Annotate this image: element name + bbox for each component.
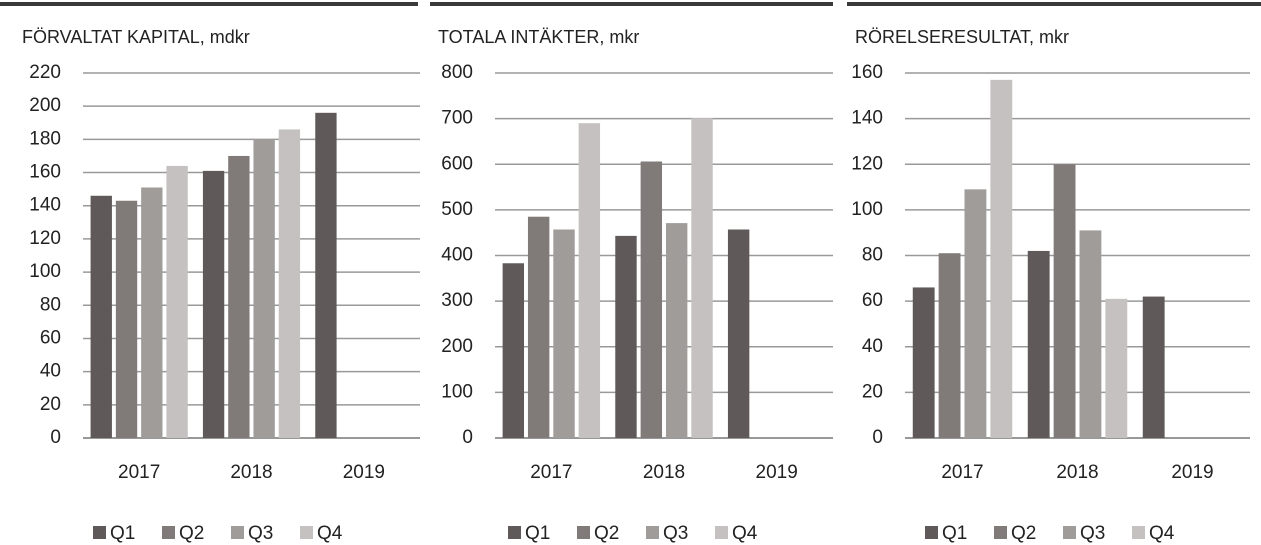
bar <box>665 223 688 438</box>
legend-swatch <box>1132 526 1145 539</box>
legend-label: Q2 <box>179 523 204 544</box>
legend-label: Q4 <box>317 523 343 544</box>
chart-title: TOTALA INTÄKTER, mkr <box>438 27 639 47</box>
bar <box>115 200 138 438</box>
y-tick-label: 40 <box>40 361 61 382</box>
legend-swatch <box>715 526 728 539</box>
legend-swatch <box>162 526 175 539</box>
y-tick-label: 60 <box>40 327 61 348</box>
chart-title: FÖRVALTAT KAPITAL, mdkr <box>22 27 250 47</box>
legend-label: Q1 <box>942 523 967 544</box>
x-tick-label: 2019 <box>343 462 385 483</box>
legend-label: Q2 <box>1011 523 1036 544</box>
bar <box>691 118 713 438</box>
bar <box>202 170 225 439</box>
legend-label: Q3 <box>248 523 273 544</box>
panel-rule <box>847 2 1261 6</box>
bar <box>166 165 188 438</box>
legend-swatch <box>231 526 244 539</box>
bar <box>278 129 301 438</box>
bar <box>90 195 112 438</box>
y-tick-label: 700 <box>441 108 473 129</box>
y-tick-label: 60 <box>862 290 883 311</box>
y-tick-label: 160 <box>29 162 61 183</box>
y-tick-label: 200 <box>29 95 61 116</box>
y-tick-label: 40 <box>862 336 883 357</box>
legend-label: Q3 <box>1080 523 1105 544</box>
legend-swatch <box>1063 526 1076 539</box>
legend-label: Q1 <box>525 523 550 544</box>
legend-swatch <box>577 526 590 539</box>
legend-swatch <box>646 526 659 539</box>
y-tick-label: 100 <box>851 199 883 220</box>
x-tick-label: 2017 <box>118 462 160 483</box>
bar <box>615 235 637 438</box>
bar <box>527 216 550 438</box>
legend-label: Q1 <box>110 523 135 544</box>
y-tick-label: 500 <box>441 199 473 220</box>
legend-label: Q3 <box>663 523 688 544</box>
legend-swatch <box>93 526 106 539</box>
y-tick-label: 20 <box>40 394 61 415</box>
bar <box>1027 250 1050 438</box>
bar <box>912 287 935 438</box>
x-tick-label: 2018 <box>230 462 272 483</box>
y-tick-label: 220 <box>29 62 61 83</box>
bar <box>1105 298 1128 438</box>
chart-title: RÖRELSERESULTAT, mkr <box>855 27 1069 47</box>
bar <box>553 229 575 438</box>
y-tick-label: 100 <box>29 261 61 282</box>
y-tick-label: 160 <box>851 62 883 83</box>
y-tick-label: 400 <box>441 245 473 266</box>
legend-swatch <box>300 526 313 539</box>
y-tick-label: 20 <box>862 381 883 402</box>
y-tick-label: 800 <box>441 62 473 83</box>
y-tick-label: 140 <box>29 195 61 216</box>
y-tick-label: 120 <box>29 228 61 249</box>
bar <box>502 263 525 438</box>
y-tick-label: 180 <box>29 128 61 149</box>
y-tick-label: 0 <box>50 427 61 448</box>
x-tick-label: 2017 <box>530 462 572 483</box>
bar <box>1053 164 1076 438</box>
bar <box>640 161 663 438</box>
y-tick-label: 80 <box>862 245 883 266</box>
legend-swatch <box>994 526 1007 539</box>
x-tick-label: 2018 <box>1056 462 1098 483</box>
y-tick-label: 80 <box>40 294 61 315</box>
y-tick-label: 0 <box>872 427 883 448</box>
y-tick-label: 200 <box>441 336 473 357</box>
bar <box>228 155 250 439</box>
y-tick-label: 120 <box>851 153 883 174</box>
y-tick-label: 600 <box>441 153 473 174</box>
x-tick-label: 2019 <box>1171 462 1213 483</box>
bar <box>253 139 275 438</box>
bar <box>1079 230 1102 438</box>
bar <box>990 79 1013 438</box>
legend-swatch <box>508 526 521 539</box>
panel-rule <box>0 2 418 6</box>
x-tick-label: 2019 <box>756 462 798 483</box>
y-tick-label: 0 <box>462 427 473 448</box>
y-tick-label: 300 <box>441 290 473 311</box>
y-tick-label: 100 <box>441 381 473 402</box>
legend-label: Q4 <box>732 523 758 544</box>
x-tick-label: 2017 <box>941 462 983 483</box>
bar <box>727 229 750 438</box>
x-tick-label: 2018 <box>643 462 685 483</box>
bar <box>141 187 163 438</box>
legend-label: Q2 <box>594 523 619 544</box>
bar <box>938 253 961 438</box>
bar <box>578 123 601 438</box>
bar <box>315 112 337 439</box>
legend-swatch <box>925 526 938 539</box>
bar <box>964 189 987 438</box>
y-tick-label: 140 <box>851 108 883 129</box>
bar <box>1142 296 1165 438</box>
panel-rule <box>430 2 833 6</box>
legend-label: Q4 <box>1149 523 1175 544</box>
